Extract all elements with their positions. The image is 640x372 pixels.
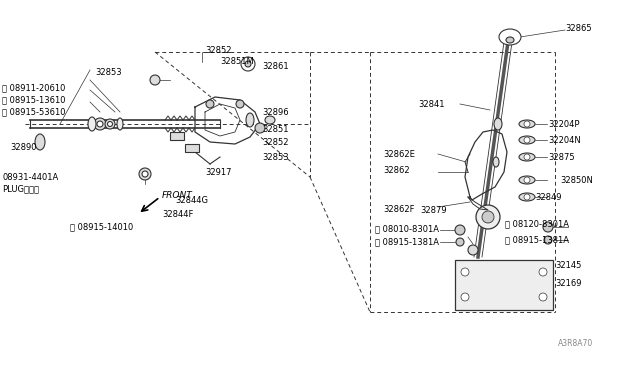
Circle shape bbox=[150, 75, 160, 85]
Circle shape bbox=[524, 121, 530, 127]
Text: Ⓝ 08911-20610: Ⓝ 08911-20610 bbox=[2, 83, 65, 93]
Ellipse shape bbox=[506, 37, 514, 43]
Ellipse shape bbox=[499, 29, 521, 45]
Text: 32849: 32849 bbox=[535, 192, 561, 202]
Ellipse shape bbox=[519, 120, 535, 128]
Circle shape bbox=[108, 122, 113, 126]
Bar bbox=[170, 132, 184, 140]
Circle shape bbox=[524, 137, 530, 143]
Ellipse shape bbox=[35, 134, 45, 150]
Circle shape bbox=[236, 100, 244, 108]
Ellipse shape bbox=[519, 136, 535, 144]
Circle shape bbox=[97, 121, 103, 127]
Circle shape bbox=[544, 236, 552, 244]
Text: 32850N: 32850N bbox=[560, 176, 593, 185]
Text: 32865: 32865 bbox=[565, 23, 591, 32]
Text: 32145: 32145 bbox=[555, 262, 581, 270]
Text: 32851M: 32851M bbox=[220, 57, 253, 65]
Circle shape bbox=[476, 205, 500, 229]
Circle shape bbox=[255, 123, 265, 133]
Ellipse shape bbox=[519, 193, 535, 201]
Text: 32852: 32852 bbox=[205, 45, 232, 55]
Ellipse shape bbox=[246, 113, 254, 127]
Text: 32169: 32169 bbox=[555, 279, 582, 289]
Text: 08931-4401A: 08931-4401A bbox=[2, 173, 58, 182]
Text: Ⓑ 08120-8301A: Ⓑ 08120-8301A bbox=[505, 219, 569, 228]
Circle shape bbox=[461, 268, 469, 276]
Circle shape bbox=[139, 168, 151, 180]
Text: 32853: 32853 bbox=[95, 67, 122, 77]
Circle shape bbox=[524, 154, 530, 160]
Text: 32861: 32861 bbox=[262, 61, 289, 71]
Circle shape bbox=[543, 222, 553, 232]
Circle shape bbox=[524, 194, 530, 200]
Text: Ⓦ 08915-53610: Ⓦ 08915-53610 bbox=[2, 108, 65, 116]
Text: Ⓦ 08915-1381A: Ⓦ 08915-1381A bbox=[375, 237, 439, 247]
Text: 32844F: 32844F bbox=[162, 209, 193, 218]
Text: PLUGプラグ: PLUGプラグ bbox=[2, 185, 39, 193]
Text: 32852: 32852 bbox=[262, 138, 289, 147]
Circle shape bbox=[461, 293, 469, 301]
Text: 32844G: 32844G bbox=[175, 196, 208, 205]
Text: 32862E: 32862E bbox=[383, 150, 415, 158]
Circle shape bbox=[142, 171, 148, 177]
Circle shape bbox=[94, 118, 106, 130]
Text: 32853: 32853 bbox=[262, 153, 289, 161]
Text: 32841: 32841 bbox=[418, 99, 445, 109]
Ellipse shape bbox=[519, 153, 535, 161]
Ellipse shape bbox=[88, 117, 96, 131]
Text: 32896: 32896 bbox=[262, 108, 289, 116]
Text: Ⓦ 08915-14010: Ⓦ 08915-14010 bbox=[70, 222, 133, 231]
Circle shape bbox=[245, 61, 251, 67]
Text: 32851: 32851 bbox=[262, 125, 289, 134]
Text: Ⓦ 08915-1381A: Ⓦ 08915-1381A bbox=[505, 235, 569, 244]
Text: A3R8A70: A3R8A70 bbox=[558, 340, 593, 349]
Circle shape bbox=[456, 238, 464, 246]
Text: FRONT: FRONT bbox=[162, 190, 193, 199]
Circle shape bbox=[482, 211, 494, 223]
Ellipse shape bbox=[494, 118, 502, 130]
Ellipse shape bbox=[265, 116, 275, 124]
Text: Ⓑ 08010-8301A: Ⓑ 08010-8301A bbox=[375, 224, 439, 234]
Ellipse shape bbox=[117, 118, 123, 130]
Circle shape bbox=[539, 268, 547, 276]
Circle shape bbox=[241, 57, 255, 71]
Text: 32862F: 32862F bbox=[383, 205, 415, 214]
Text: Ⓦ 08915-13610: Ⓦ 08915-13610 bbox=[2, 96, 65, 105]
Circle shape bbox=[206, 100, 214, 108]
Circle shape bbox=[105, 119, 115, 129]
Bar bbox=[185, 144, 199, 152]
Circle shape bbox=[455, 225, 465, 235]
Text: 32204P: 32204P bbox=[548, 119, 579, 128]
Text: 32862: 32862 bbox=[383, 166, 410, 174]
Text: 32204N: 32204N bbox=[548, 135, 580, 144]
Circle shape bbox=[468, 245, 478, 255]
Circle shape bbox=[524, 177, 530, 183]
Text: 32917: 32917 bbox=[205, 167, 232, 176]
Text: 32890: 32890 bbox=[10, 142, 36, 151]
Text: 32875: 32875 bbox=[548, 153, 575, 161]
Ellipse shape bbox=[519, 176, 535, 184]
Text: 32879: 32879 bbox=[420, 205, 447, 215]
Ellipse shape bbox=[493, 157, 499, 167]
Circle shape bbox=[539, 293, 547, 301]
Bar bbox=[455, 260, 553, 310]
